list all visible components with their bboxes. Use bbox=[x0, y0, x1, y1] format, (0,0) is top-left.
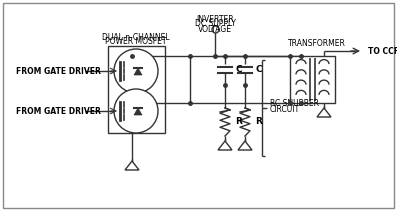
Text: VOLTAGE: VOLTAGE bbox=[198, 24, 232, 34]
Text: TRANSFORMER: TRANSFORMER bbox=[288, 39, 346, 49]
Polygon shape bbox=[134, 68, 142, 75]
Circle shape bbox=[114, 49, 158, 93]
Text: CIRCUIT: CIRCUIT bbox=[270, 106, 300, 115]
Text: INVERTER: INVERTER bbox=[196, 15, 234, 23]
Bar bbox=[290, 56, 335, 103]
Text: FROM GATE DRIVER: FROM GATE DRIVER bbox=[15, 107, 100, 115]
Text: C: C bbox=[235, 65, 242, 74]
Circle shape bbox=[114, 89, 158, 133]
Text: DUAL n-CHANNEL: DUAL n-CHANNEL bbox=[102, 32, 170, 42]
Text: R: R bbox=[235, 118, 242, 127]
Polygon shape bbox=[134, 108, 142, 115]
Text: C: C bbox=[255, 65, 262, 74]
Text: FROM GATE DRIVER: FROM GATE DRIVER bbox=[15, 66, 100, 76]
Text: DC SUPPLY: DC SUPPLY bbox=[195, 19, 235, 28]
Text: TO CCFL LAMP: TO CCFL LAMP bbox=[368, 46, 397, 55]
Text: POWER MOSFET: POWER MOSFET bbox=[105, 38, 167, 46]
Text: RC SNUBBER: RC SNUBBER bbox=[270, 99, 319, 107]
Text: R: R bbox=[255, 118, 262, 127]
Bar bbox=[108, 46, 165, 133]
